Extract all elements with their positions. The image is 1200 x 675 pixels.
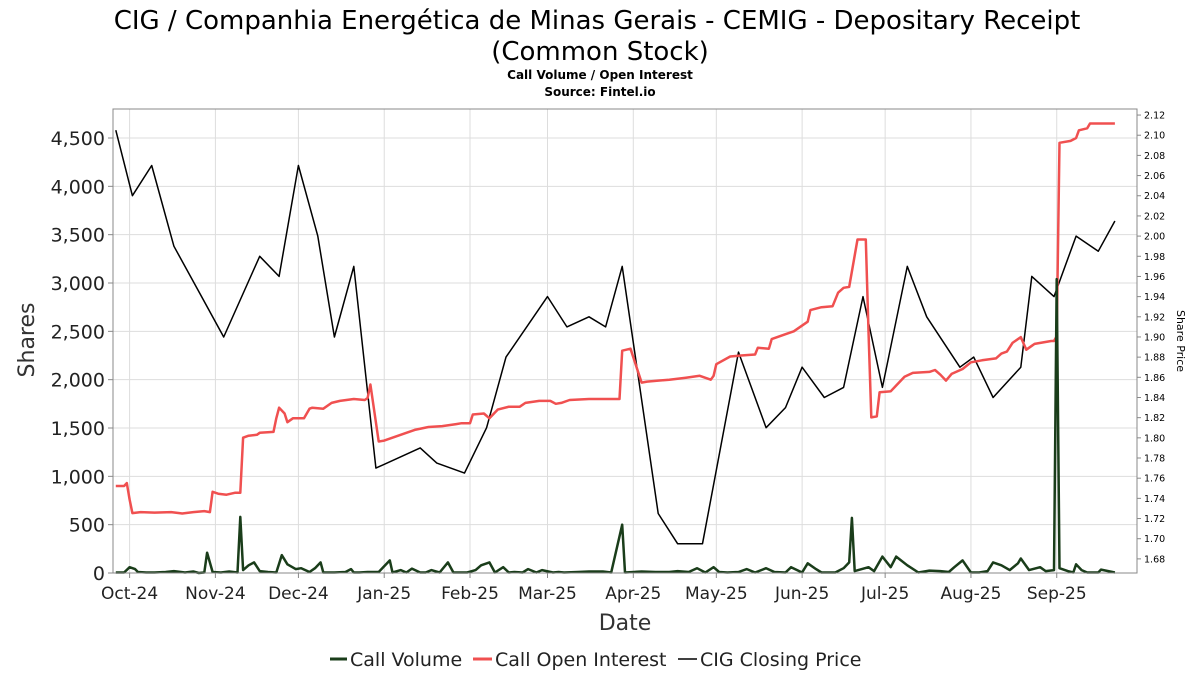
y-right-tick-label: 1.94 — [1144, 292, 1165, 303]
x-tick-label: Mar-25 — [518, 584, 577, 604]
y-axis-right: 1.68 1.70 1.72 1.74 1.76 1.78 1.80 1.82 1.84 1.86… — [1137, 111, 1165, 565]
legend-label-call-open-interest: Call Open Interest — [495, 649, 667, 671]
series-line-call-open-interest — [115, 122, 1115, 515]
series-line-cig-closing-price — [115, 130, 1116, 545]
chart-subtitle: Call Volume / Open Interest — [507, 68, 693, 82]
y-right-tick-label: 1.78 — [1144, 454, 1165, 465]
y-tick-label: 3,000 — [51, 273, 105, 295]
y-right-tick-label: 2.08 — [1144, 151, 1165, 162]
y-right-tick-label: 2.06 — [1144, 171, 1165, 182]
x-axis: Oct-24 Nov-24 Dec-24 Jan-25 Feb-25 Mar-25 Apr-… — [101, 573, 1087, 604]
legend: Call Volume Call Open Interest CIG Closi… — [330, 649, 861, 671]
y-right-tick-label: 1.70 — [1144, 534, 1165, 545]
x-tick-label: Apr-25 — [605, 584, 661, 604]
y-right-tick-label: 1.74 — [1144, 494, 1165, 505]
x-tick-label: Feb-25 — [441, 584, 499, 604]
x-tick-label: Jul-25 — [860, 584, 909, 604]
x-tick-label: Sep-25 — [1027, 584, 1087, 604]
y-right-tick-label: 1.88 — [1144, 353, 1165, 364]
y-tick-label: 1,000 — [51, 466, 105, 488]
x-tick-label: Nov-24 — [185, 584, 246, 604]
y-tick-label: 1,500 — [51, 418, 105, 440]
x-tick-label: Dec-24 — [268, 584, 329, 604]
y-right-tick-label: 1.80 — [1144, 433, 1165, 444]
legend-label-cig-closing-price: CIG Closing Price — [700, 649, 861, 671]
y-right-tick-label: 1.72 — [1144, 514, 1165, 525]
x-tick-label: May-25 — [685, 584, 748, 604]
y-right-tick-label: 1.76 — [1144, 474, 1165, 485]
y-tick-label: 4,500 — [51, 128, 105, 150]
x-axis-label: Date — [599, 611, 652, 636]
y-tick-label: 3,500 — [51, 225, 105, 247]
y-right-tick-label: 1.68 — [1144, 554, 1165, 565]
y-right-tick-label: 1.98 — [1144, 252, 1165, 263]
chart-title-line-1: CIG / Companhia Energética de Minas Gera… — [114, 6, 1081, 36]
legend-label-call-volume: Call Volume — [350, 649, 462, 671]
chart-title-line-2: (Common Stock) — [491, 37, 709, 67]
x-tick-label: Jun-25 — [774, 584, 829, 604]
y-right-tick-label: 2.10 — [1144, 131, 1165, 142]
y-right-tick-label: 2.12 — [1144, 111, 1165, 122]
y-right-tick-label: 1.92 — [1144, 312, 1165, 323]
y-right-tick-label: 2.00 — [1144, 232, 1165, 243]
y-right-tick-label: 1.96 — [1144, 272, 1165, 283]
y-right-tick-label: 1.90 — [1144, 332, 1165, 343]
y-right-tick-label: 2.02 — [1144, 211, 1165, 222]
y-tick-label: 2,000 — [51, 370, 105, 392]
y-tick-label: 2,500 — [51, 321, 105, 343]
y-axis-left: 0 500 1,000 1,500 2,000 2,500 3,000 3,500 4,000 4… — [51, 128, 113, 585]
x-tick-label: Jan-25 — [356, 584, 411, 604]
y-tick-label: 4,000 — [51, 176, 105, 198]
y-right-tick-label: 2.04 — [1144, 191, 1165, 202]
x-tick-label: Aug-25 — [940, 584, 1001, 604]
chart-source: Source: Fintel.io — [544, 85, 655, 99]
x-tick-label: Oct-24 — [101, 584, 158, 604]
series-layer — [115, 122, 1116, 575]
y-tick-label: 0 — [93, 563, 105, 585]
grid — [113, 109, 1137, 574]
y-axis-label: Shares — [15, 303, 40, 378]
y-tick-label: 500 — [69, 515, 105, 537]
y-right-tick-label: 1.82 — [1144, 413, 1165, 424]
y-right-tick-label: 1.86 — [1144, 373, 1165, 384]
y-right-tick-label: 1.84 — [1144, 393, 1165, 404]
plot-frame — [112, 108, 1138, 574]
y-axis-right-label: Share Price — [1174, 310, 1187, 372]
series-line-call-volume — [115, 277, 1116, 575]
